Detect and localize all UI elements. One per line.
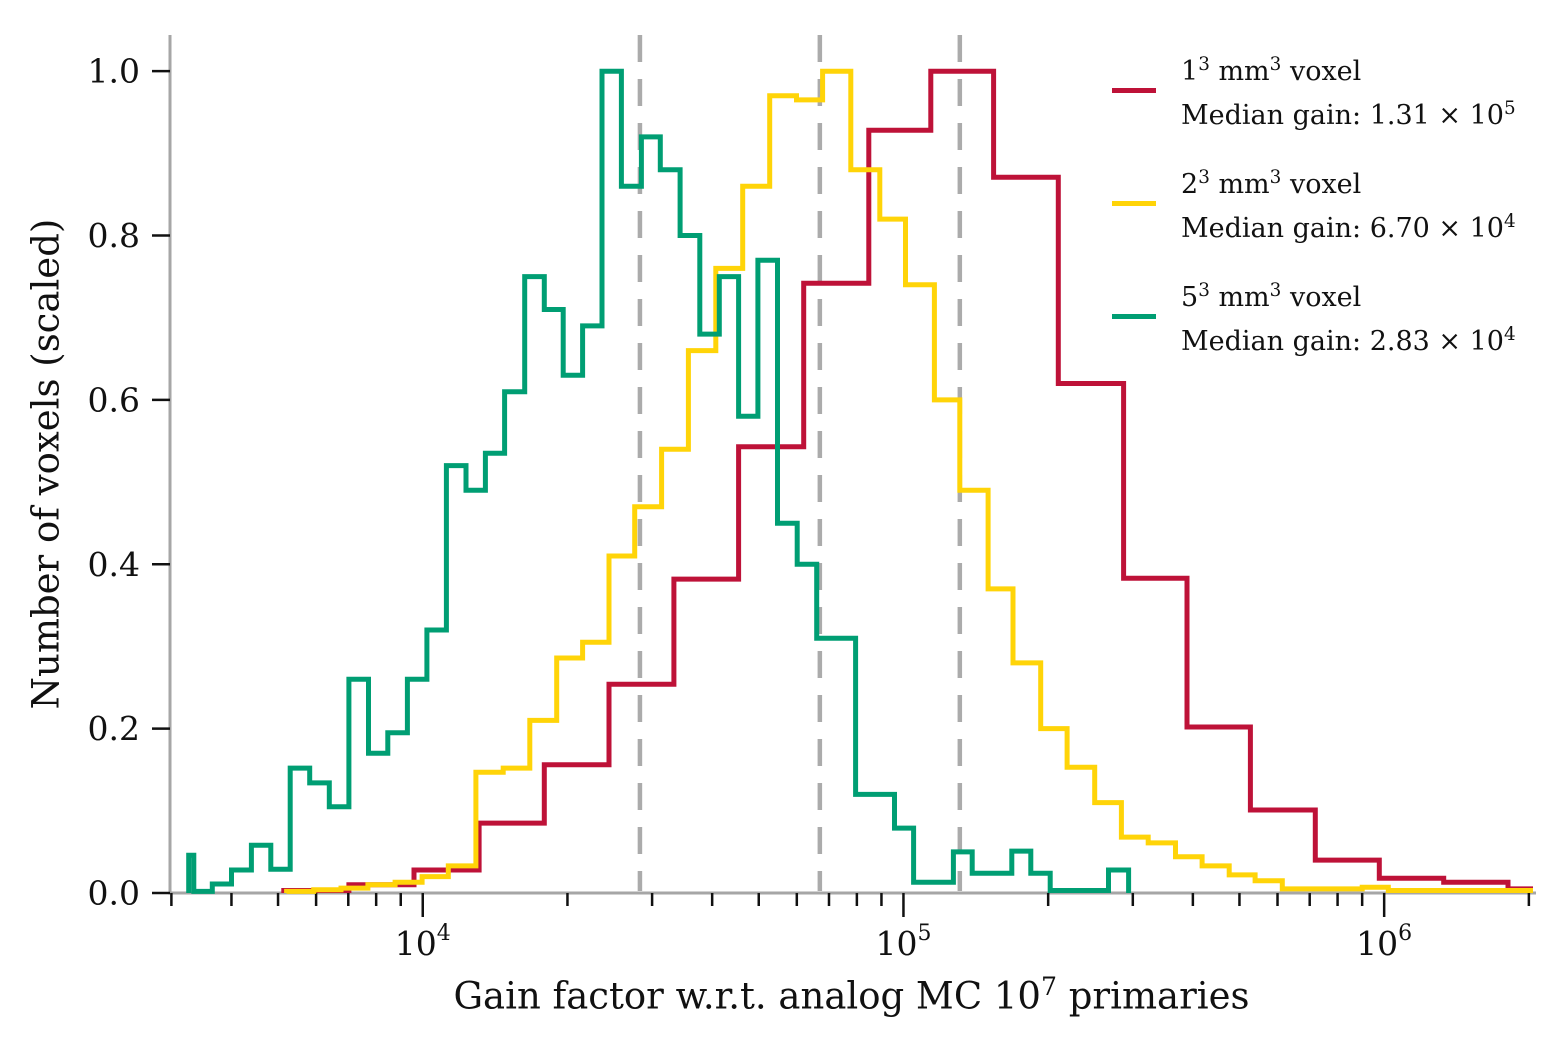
legend-swatch-green bbox=[1112, 313, 1156, 319]
legend-label-line2: Median gain: 6.70 × 104 bbox=[1181, 211, 1516, 244]
y-axis-label: Number of voxels (scaled) bbox=[24, 218, 68, 710]
legend-entry-5mm-voxel: 53 mm3 voxel Median gain: 2.83 × 104 bbox=[1112, 272, 1516, 360]
x-axis-label: Gain factor w.r.t. analog MC 107 primari… bbox=[453, 972, 1250, 1018]
legend-label: 23 mm3 voxel Median gain: 6.70 × 104 bbox=[1181, 159, 1516, 247]
x-tick-label: 106 bbox=[1356, 921, 1412, 963]
y-tick-label: 1.0 bbox=[88, 52, 140, 91]
x-tick-label: 105 bbox=[875, 921, 931, 963]
legend-label-line1: 53 mm3 voxel bbox=[1181, 280, 1362, 313]
series-path-voxel-1mm bbox=[281, 68, 1533, 893]
legend-label: 13 mm3 voxel Median gain: 1.31 × 105 bbox=[1181, 46, 1516, 134]
series-path-voxel-5mm bbox=[186, 68, 1132, 894]
series-path-voxel-2mm bbox=[284, 68, 1533, 894]
legend-swatch-yellow bbox=[1112, 200, 1156, 206]
legend-swatch-red bbox=[1112, 87, 1156, 93]
y-tick-label: 0.4 bbox=[88, 545, 140, 584]
legend-label-line1: 23 mm3 voxel bbox=[1181, 167, 1362, 200]
legend-label-line2: Median gain: 1.31 × 105 bbox=[1181, 98, 1516, 131]
y-tick-label: 0.8 bbox=[88, 216, 140, 255]
y-tick-label: 0.0 bbox=[88, 874, 140, 913]
legend-label-line1: 13 mm3 voxel bbox=[1181, 54, 1362, 87]
y-tick-label: 0.2 bbox=[88, 709, 140, 748]
y-tick-label: 0.6 bbox=[88, 380, 140, 419]
legend-entry-1mm-voxel: 13 mm3 voxel Median gain: 1.31 × 105 bbox=[1112, 46, 1516, 134]
legend-entry-2mm-voxel: 23 mm3 voxel Median gain: 6.70 × 104 bbox=[1112, 159, 1516, 247]
legend-label-line2: Median gain: 2.83 × 104 bbox=[1181, 324, 1516, 357]
x-tick-label: 104 bbox=[395, 921, 451, 963]
legend-label: 53 mm3 voxel Median gain: 2.83 × 104 bbox=[1181, 272, 1516, 360]
legend: 13 mm3 voxel Median gain: 1.31 × 105 23 … bbox=[1112, 46, 1516, 385]
